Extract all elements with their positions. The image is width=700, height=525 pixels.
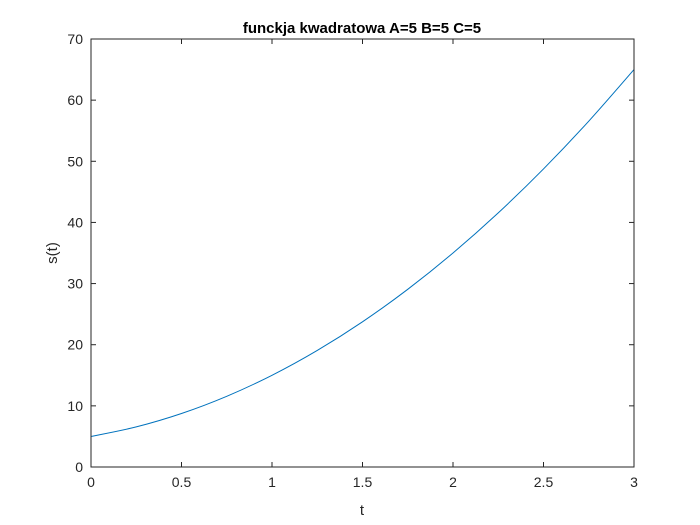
- x-axis-label: t: [360, 502, 365, 519]
- y-axis-label: s(t): [44, 242, 61, 264]
- y-tick-label: 50: [67, 153, 83, 169]
- plot-area: [91, 39, 634, 467]
- x-tick-label: 3: [630, 474, 638, 490]
- y-tick-label: 10: [67, 398, 83, 414]
- x-tick-label: 1.5: [353, 474, 373, 490]
- chart-title: funckja kwadratowa A=5 B=5 C=5: [243, 20, 481, 37]
- y-tick-label: 70: [67, 31, 83, 47]
- y-tick-label: 40: [67, 214, 83, 230]
- y-tick-label: 0: [75, 459, 83, 475]
- x-tick-label: 0.5: [172, 474, 192, 490]
- series-line-0: [90, 69, 635, 437]
- x-tick-label: 2: [449, 474, 457, 490]
- y-tick-label: 60: [67, 92, 83, 108]
- x-tick-label: 2.5: [534, 474, 554, 490]
- y-tick-label: 20: [67, 337, 83, 353]
- y-tick-label: 30: [67, 276, 83, 292]
- x-tick-label: 0: [87, 474, 95, 490]
- series-layer: [90, 69, 635, 437]
- x-tick-label: 1: [268, 474, 276, 490]
